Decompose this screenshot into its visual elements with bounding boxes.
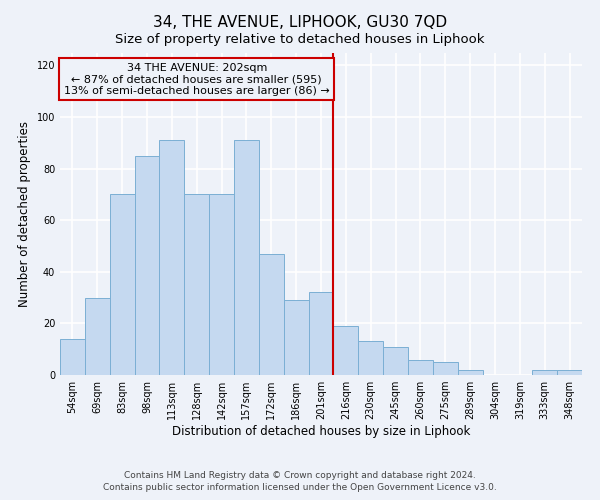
Bar [259, 254, 284, 375]
Text: Contains HM Land Registry data © Crown copyright and database right 2024.
Contai: Contains HM Land Registry data © Crown c… [103, 471, 497, 492]
Bar [383, 346, 408, 375]
Text: 34 THE AVENUE: 202sqm
← 87% of detached houses are smaller (595)
13% of semi-det: 34 THE AVENUE: 202sqm ← 87% of detached … [64, 63, 329, 96]
Bar [284, 300, 308, 375]
Bar [234, 140, 259, 375]
Bar [408, 360, 433, 375]
Bar [160, 140, 184, 375]
Bar [433, 362, 458, 375]
X-axis label: Distribution of detached houses by size in Liphook: Distribution of detached houses by size … [172, 425, 470, 438]
Bar [85, 298, 110, 375]
Bar [557, 370, 582, 375]
Text: Size of property relative to detached houses in Liphook: Size of property relative to detached ho… [115, 32, 485, 46]
Bar [458, 370, 482, 375]
Bar [334, 326, 358, 375]
Bar [209, 194, 234, 375]
Bar [532, 370, 557, 375]
Bar [60, 339, 85, 375]
Bar [110, 194, 134, 375]
Bar [184, 194, 209, 375]
Bar [308, 292, 334, 375]
Y-axis label: Number of detached properties: Number of detached properties [18, 120, 31, 306]
Bar [358, 342, 383, 375]
Bar [134, 156, 160, 375]
Text: 34, THE AVENUE, LIPHOOK, GU30 7QD: 34, THE AVENUE, LIPHOOK, GU30 7QD [153, 15, 447, 30]
